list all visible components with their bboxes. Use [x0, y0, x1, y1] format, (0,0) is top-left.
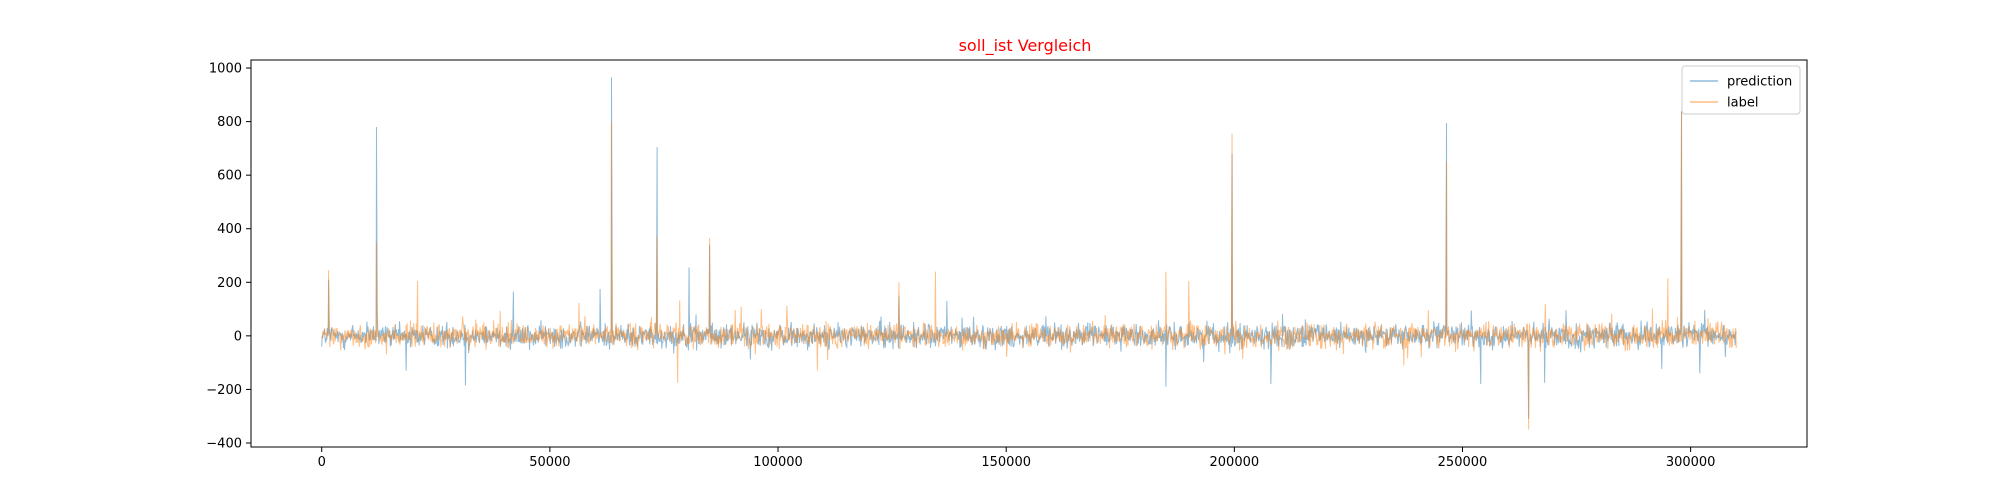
plot-area: [321, 77, 1737, 430]
x-tick-label: 100000: [753, 455, 803, 470]
y-tick-label: 400: [217, 222, 242, 237]
y-tick-label: 600: [217, 169, 242, 184]
x-tick-label: 200000: [1210, 455, 1260, 470]
x-tick-label: 300000: [1666, 455, 1716, 470]
x-tick-label: 250000: [1438, 455, 1488, 470]
y-tick-label: −400: [206, 436, 242, 451]
series-line-label: [321, 112, 1737, 430]
x-axis: 0 50000 100000 150000 200000 250000 300000: [318, 447, 1716, 470]
legend: prediction label: [1681, 65, 1801, 115]
x-tick-label: 0: [318, 455, 326, 470]
legend-label-label: label: [1727, 96, 1758, 111]
x-tick-label: 150000: [981, 455, 1031, 470]
y-tick-label: 1000: [209, 62, 242, 77]
y-tick-label: 200: [217, 276, 242, 291]
y-tick-label: −200: [206, 383, 242, 398]
y-axis: −400 −200 0 200 400 600 800 1000: [206, 62, 251, 451]
axes-frame: [250, 59, 1808, 448]
y-tick-label: 800: [217, 115, 242, 130]
legend-label-prediction: prediction: [1727, 75, 1792, 90]
y-tick-label: 0: [234, 329, 242, 344]
x-tick-label: 50000: [529, 455, 570, 470]
chart-title: soll_ist Vergleich: [959, 36, 1092, 56]
